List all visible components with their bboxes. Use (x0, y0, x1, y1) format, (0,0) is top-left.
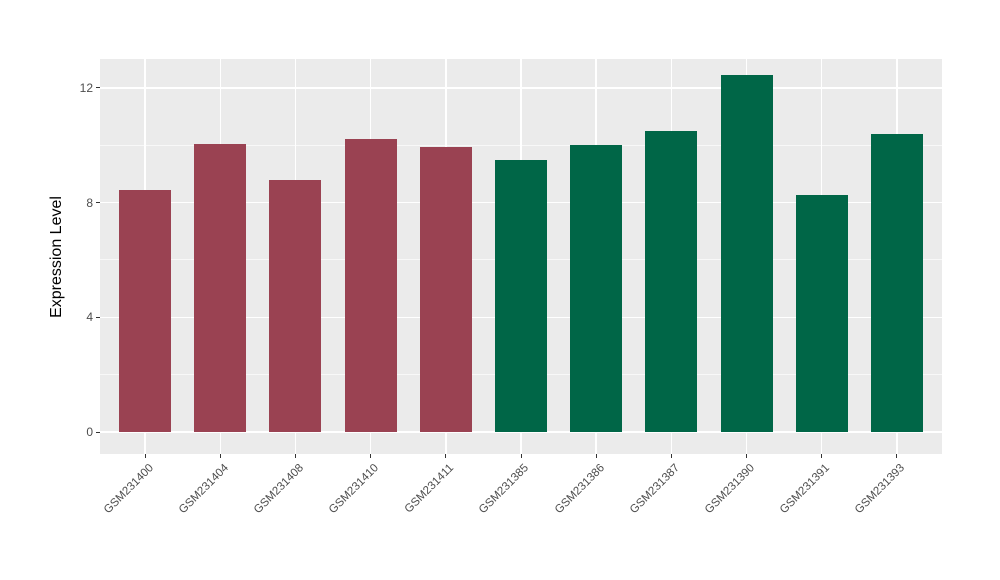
x-tick-mark (445, 454, 447, 458)
x-tick-label: GSM231386 (552, 462, 607, 517)
bar-GSM231387 (645, 130, 698, 432)
bar-GSM231391 (795, 195, 848, 432)
x-tick-mark (896, 454, 898, 458)
x-tick-label: GSM231390 (702, 462, 758, 517)
y-tick-label: 8 (86, 195, 93, 210)
x-tick-label: GSM231400 (101, 462, 156, 517)
y-tick-mark (96, 316, 100, 318)
bar-GSM231390 (720, 74, 773, 432)
bar-GSM231386 (570, 145, 623, 432)
bar-GSM231404 (194, 143, 247, 432)
bar-GSM231393 (870, 133, 923, 432)
x-tick-label: GSM231393 (853, 462, 908, 517)
x-tick-mark (746, 454, 748, 458)
x-tick-label: GSM231408 (251, 462, 306, 517)
x-tick-label: GSM231410 (326, 462, 382, 517)
x-tick-mark (294, 454, 296, 458)
y-tick-label: 12 (79, 80, 93, 95)
bar-GSM231408 (269, 179, 322, 432)
bar-GSM231411 (419, 146, 472, 432)
bar-GSM231410 (344, 139, 397, 432)
x-tick-mark (370, 454, 372, 458)
x-tick-label: GSM231404 (176, 462, 231, 517)
x-tick-label: GSM231387 (627, 462, 682, 517)
x-tick-label: GSM231411 (402, 462, 457, 516)
y-tick-mark (96, 202, 100, 204)
y-tick-label: 4 (86, 310, 93, 325)
bar-GSM231400 (119, 189, 172, 432)
y-tick-label: 0 (86, 425, 93, 439)
x-tick-mark (520, 454, 522, 458)
x-tick-mark (219, 454, 221, 458)
plot-panel (100, 59, 942, 454)
x-tick-label: GSM231385 (477, 462, 532, 517)
x-tick-mark (595, 454, 597, 458)
y-tick-mark (96, 431, 100, 433)
x-tick-label: GSM231391 (778, 462, 833, 517)
bar-GSM231385 (495, 159, 547, 432)
y-tick-mark (96, 87, 100, 89)
x-tick-mark (670, 454, 672, 458)
y-axis-title: Expression Level (48, 195, 65, 318)
x-tick-mark (144, 454, 146, 458)
x-tick-mark (821, 454, 823, 458)
